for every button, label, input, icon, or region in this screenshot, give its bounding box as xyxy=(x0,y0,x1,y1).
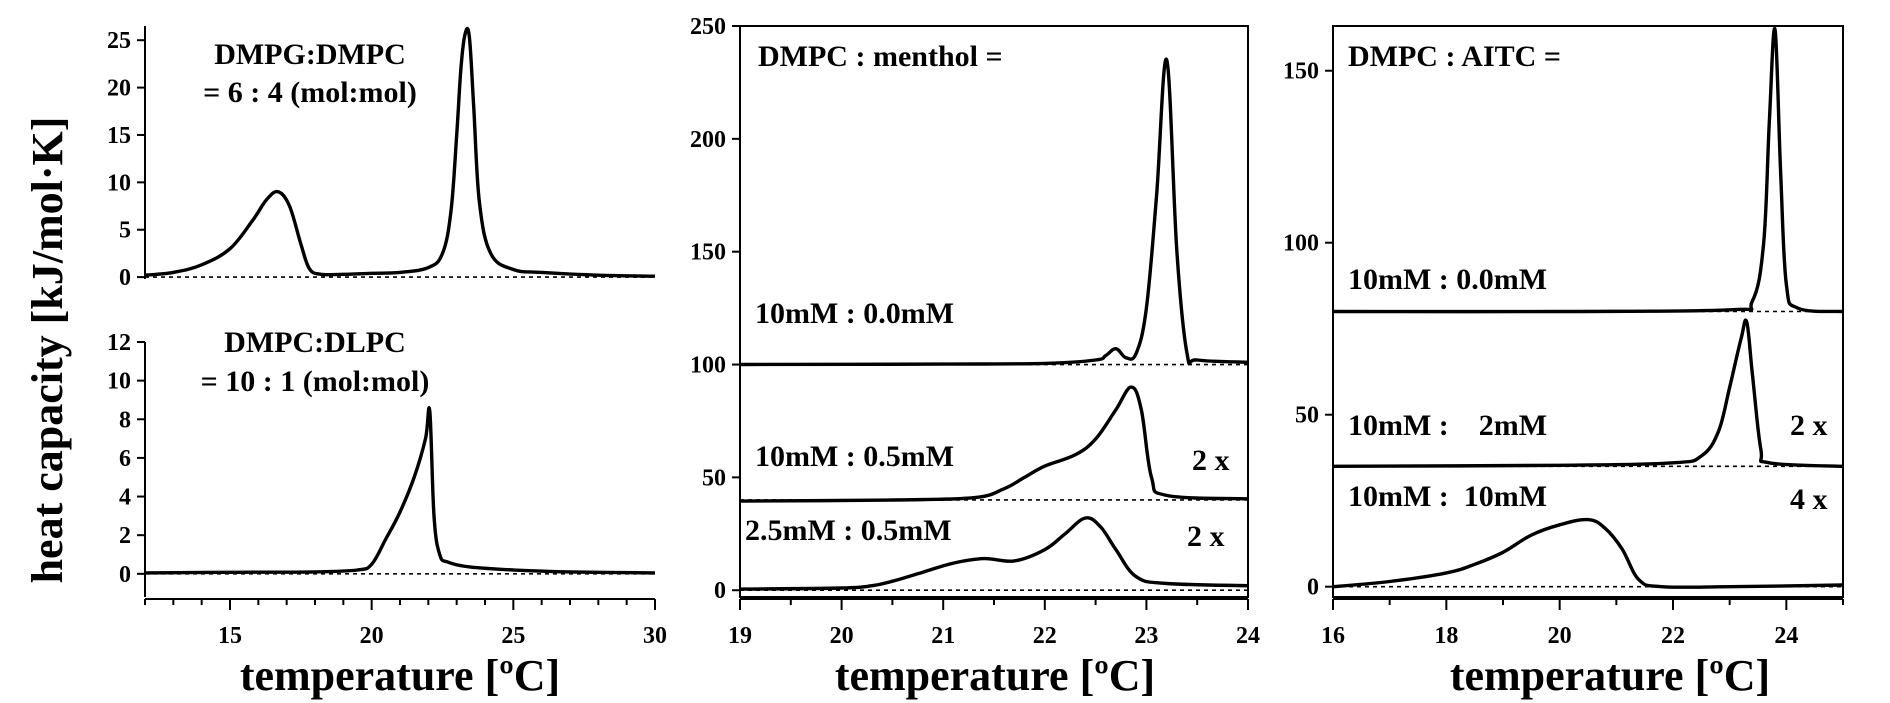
panel-c-series-0-label: 10mM : 0.0mM xyxy=(1348,263,1547,296)
panel-b-series-1-scale: 2 x xyxy=(1192,444,1230,477)
panel-a-bottom-ytick-label: 2 xyxy=(119,523,131,549)
panel-c-series-2-label: 10mM : 10mM xyxy=(1348,480,1547,513)
panel-b-xtick-label: 19 xyxy=(728,623,752,649)
panel-b-xtick-label: 24 xyxy=(1236,623,1260,649)
panel-b-series-0-label: 10mM : 0.0mM xyxy=(755,297,954,330)
panel-c-ytick-label: 100 xyxy=(1283,231,1319,257)
panel-a-bottom-ytick-label: 0 xyxy=(119,562,131,588)
panel-a-bottom-title: DMPC:DLPC xyxy=(224,326,406,359)
panel-a-bottom-series-0-line xyxy=(144,406,656,575)
panel-a-bottom-xtick-label: 15 xyxy=(218,623,242,649)
panel-a-top-ytick-label: 25 xyxy=(107,28,131,54)
panel-b-series-0-line xyxy=(739,57,1249,367)
panel-c: DMPC : AITC = 10mM : 0.0mM 10mM : 2mM 2 … xyxy=(1283,25,1844,700)
panel-c-series-0-line xyxy=(1332,26,1844,314)
panel-a-bottom-xtick-label: 25 xyxy=(501,623,525,649)
panel-c-series-1-scale: 2 x xyxy=(1790,409,1828,442)
panel-c-xtick-label: 16 xyxy=(1321,623,1345,649)
panel-a-top-ytick-label: 10 xyxy=(107,170,131,196)
panel-b-ytick-label: 150 xyxy=(690,240,726,266)
panel-c-xtick-label: 24 xyxy=(1774,623,1798,649)
panel-a-bottom-xtick-label: 20 xyxy=(360,623,384,649)
panel-a-top-ytick-label: 5 xyxy=(119,218,131,244)
panel-c-series-2-line xyxy=(1332,517,1844,589)
panel-c-ytick-label: 150 xyxy=(1283,59,1319,85)
panel-b-series-2-scale: 2 x xyxy=(1187,520,1225,553)
panel-a-x-axis-label: temperature [ºC] xyxy=(240,651,560,700)
panel-a-top-series-0-line xyxy=(144,26,656,278)
panel-c-ytick-label: 50 xyxy=(1295,403,1319,429)
panel-b: DMPC : menthol = 10mM : 0.0mM 10mM : 0.5… xyxy=(690,14,1260,700)
panel-c-xtick-label: 22 xyxy=(1661,623,1685,649)
panel-a-top-subtitle: = 6 : 4 (mol:mol) xyxy=(203,76,417,109)
panel-b-title: DMPC : menthol = xyxy=(758,40,1003,73)
panel-c-xtick-label: 20 xyxy=(1548,623,1572,649)
panel-b-xtick-label: 23 xyxy=(1134,623,1158,649)
panel-c-x-axis-label: temperature [ºC] xyxy=(1450,651,1770,700)
panel-a-bottom-ytick-label: 8 xyxy=(119,407,131,433)
panel-a-top-title: DMPG:DMPC xyxy=(214,38,406,71)
panel-a-top: DMPG:DMPC = 6 : 4 (mol:mol) 0 5 10 15 20 25 xyxy=(107,26,656,291)
panel-b-series-2-label: 2.5mM : 0.5mM xyxy=(745,514,952,547)
panel-b-ytick-label: 100 xyxy=(690,353,726,379)
y-axis-label: heat capacity [kJ/mol·K] xyxy=(23,117,72,584)
panel-a-top-ytick-label: 0 xyxy=(119,265,131,291)
panel-c-series-2-scale: 4 x xyxy=(1790,483,1828,516)
panel-a-bottom-ytick-label: 4 xyxy=(119,485,131,511)
panel-a-top-ytick-label: 20 xyxy=(107,76,131,102)
panel-c-series-1-line xyxy=(1332,318,1844,468)
panel-b-xtick-label: 22 xyxy=(1033,623,1057,649)
panel-b-ytick-label: 250 xyxy=(690,14,726,40)
panel-a-bottom-ytick-label: 10 xyxy=(107,369,131,395)
panel-b-ytick-label: 0 xyxy=(714,578,726,604)
panel-a-bottom: DMPC:DLPC = 10 : 1 (mol:mol) temperature… xyxy=(107,326,667,700)
panel-a-bottom-ytick-label: 6 xyxy=(119,446,131,472)
panel-c-xtick-label: 18 xyxy=(1434,623,1458,649)
panel-b-series-1-line xyxy=(739,385,1249,503)
panel-b-xtick-label: 21 xyxy=(931,623,955,649)
panel-b-x-axis-label: temperature [ºC] xyxy=(835,651,1155,700)
panel-a-top-ytick-label: 15 xyxy=(107,123,131,149)
panel-c-series-1-label: 10mM : 2mM xyxy=(1348,409,1547,442)
panel-c-title: DMPC : AITC = xyxy=(1348,40,1561,73)
panel-b-ytick-label: 200 xyxy=(690,127,726,153)
panel-b-series-2-line xyxy=(739,516,1249,591)
panel-b-series-1-label: 10mM : 0.5mM xyxy=(755,440,954,473)
panel-a-bottom-xtick-label: 30 xyxy=(643,623,667,649)
panel-b-ytick-label: 50 xyxy=(702,465,726,491)
panel-c-ytick-label: 0 xyxy=(1307,575,1319,601)
panel-b-xtick-label: 20 xyxy=(830,623,854,649)
panel-a-bottom-subtitle: = 10 : 1 (mol:mol) xyxy=(201,365,430,398)
panel-b-frame xyxy=(739,25,1249,598)
panel-a-bottom-ytick-label: 12 xyxy=(107,330,131,356)
